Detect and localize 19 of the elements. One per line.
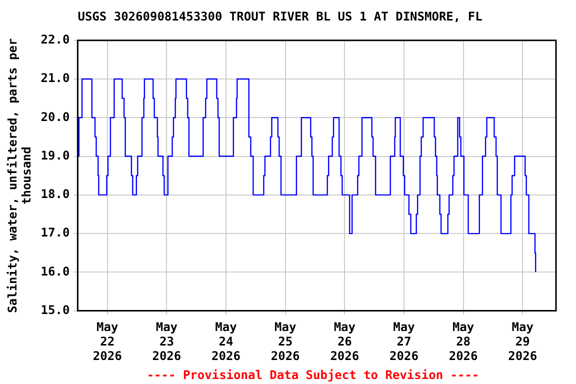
x-tick-label: May 27 2026 xyxy=(390,320,418,363)
y-tick-label: 20.0 xyxy=(40,110,70,124)
y-tick-label: 15.0 xyxy=(40,302,70,317)
x-tick-label: May 23 2026 xyxy=(152,320,182,363)
y-axis-title: Salinity, water, unfiltered, parts per thousand xyxy=(5,38,34,313)
x-tick-label: May 29 2026 xyxy=(508,320,538,363)
y-tick-label: 18.0 xyxy=(40,187,70,202)
y-tick-label: 17.0 xyxy=(40,226,70,240)
x-tick-label: May 28 2026 xyxy=(448,320,478,363)
y-tick-label: 16.0 xyxy=(40,264,70,278)
y-tick-label: 22.0 xyxy=(40,32,70,47)
x-tick-label: May 24 2026 xyxy=(212,320,240,363)
y-tick-label: 21.0 xyxy=(40,71,70,86)
x-tick-label: May 26 2026 xyxy=(330,320,360,363)
x-tick-label: May 22 2026 xyxy=(92,320,122,363)
x-tick-label: May 25 2026 xyxy=(270,320,300,363)
text: ---- Provisional Data Subject to Revision ---- xyxy=(146,368,480,382)
y-tick-label: 19.0 xyxy=(40,148,70,162)
chart-title: USGS 302609081453300 TROUT RIVER BL US 1 AT DINSMORE, FL xyxy=(78,9,482,24)
